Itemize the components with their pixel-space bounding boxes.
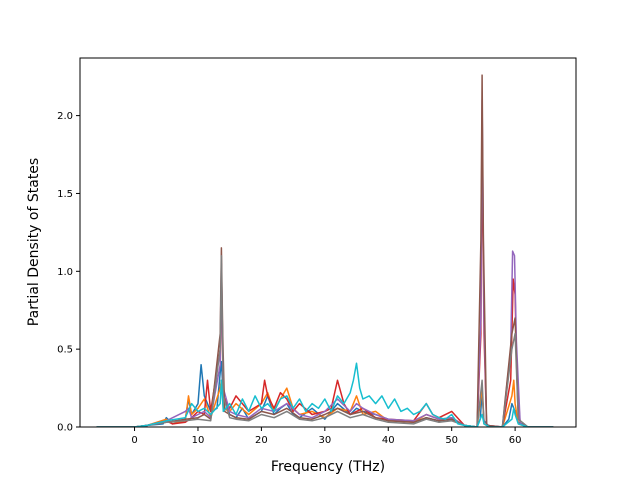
plot-frame	[79, 57, 577, 428]
y-tick-label: 2.0	[57, 111, 73, 122]
x-tick-label: 20	[255, 435, 268, 446]
y-tick-label: 1.5	[57, 189, 73, 200]
x-axis-ticks: 0 10 20 30 40 50 60	[131, 427, 521, 446]
x-axis-title: Frequency (THz)	[271, 459, 385, 475]
y-tick-label: 1.0	[57, 267, 73, 278]
x-tick-label: 50	[445, 435, 458, 446]
x-tick-label: 30	[318, 435, 331, 446]
x-tick-label: 40	[382, 435, 395, 446]
y-axis-ticks: 0.0 0.5 1.0 1.5 2.0	[57, 111, 80, 434]
y-tick-label: 0.5	[57, 345, 73, 356]
series-layer	[96, 74, 554, 427]
plot-area	[80, 58, 576, 427]
x-tick-label: 10	[192, 435, 205, 446]
y-tick-label: 0.0	[57, 423, 73, 434]
series-line-6	[96, 362, 554, 427]
x-tick-label: 60	[509, 435, 522, 446]
x-tick-label: 0	[131, 435, 137, 446]
y-axis-title: Partial Density of States	[26, 158, 42, 326]
